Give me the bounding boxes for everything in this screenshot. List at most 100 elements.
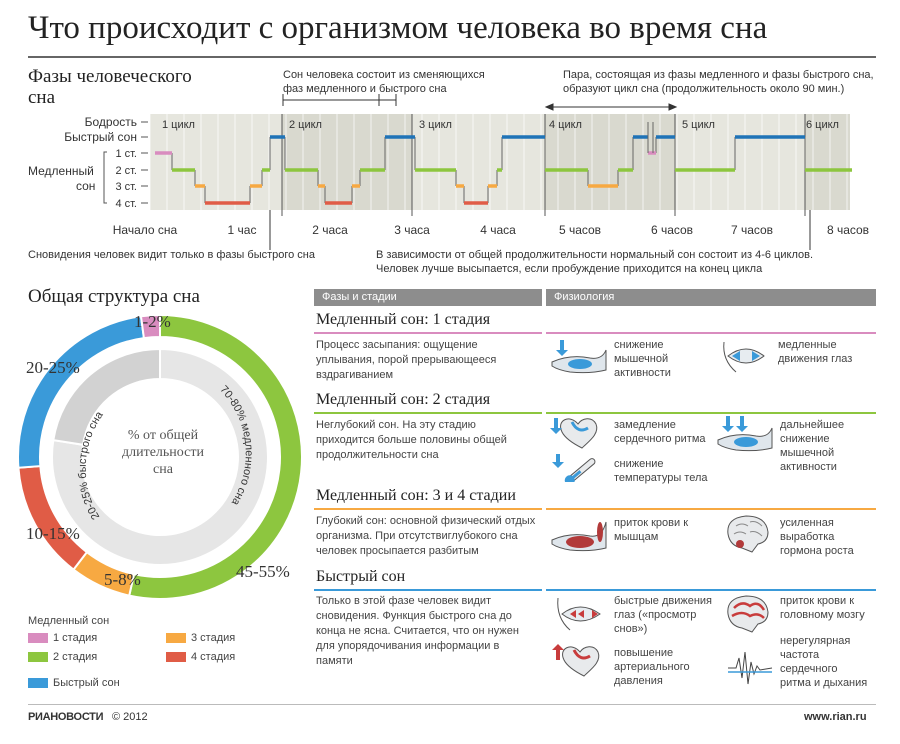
brain-blood-icon	[727, 595, 769, 633]
title-divider	[28, 56, 876, 58]
x-label: 5 часов	[559, 223, 601, 237]
thermometer-icon	[552, 454, 596, 482]
pct-label-stage1: 1-2%	[134, 312, 171, 331]
legend-swatch-stage2	[28, 652, 48, 662]
rem-effect3-line1: повышение	[614, 647, 674, 659]
stage34-line-right	[546, 508, 876, 510]
cycle-label: 2 цикл	[289, 119, 322, 131]
note-cycle-line2: образуют цикл сна (продолжительность око…	[563, 83, 845, 95]
stage1-effect2-text: медленные движения глаз	[778, 338, 852, 366]
hypnogram-title-line1: Фазы человеческого	[28, 66, 192, 87]
stage2-effect3-line2: температуры тела	[614, 472, 708, 484]
arm-blood-icon	[551, 521, 607, 552]
legend-swatch-rem	[28, 678, 48, 688]
center-label-line1: % от общей	[127, 428, 199, 443]
footer-url[interactable]: www.rian.ru	[804, 711, 867, 723]
table-header-phases: Фазы и стадии	[314, 289, 542, 306]
donut-center-label: % от общей длительности сна	[108, 427, 218, 478]
stage1-title: Медленный сон: 1 стадия	[316, 311, 491, 328]
x-label: 2 часа	[312, 223, 348, 237]
rem-effect4-line2: частота	[780, 649, 820, 661]
arm-muscle-icon	[551, 340, 607, 374]
pct-label-rem: 20-25%	[26, 358, 80, 377]
legend-label-stage2: 2 стадия	[53, 651, 98, 663]
stage34-description: Глубокий сон: основной физический отдых …	[316, 514, 535, 559]
stage2-line-left	[314, 412, 542, 414]
x-label: 8 часов	[827, 223, 869, 237]
table-header-physiology: Физиология	[546, 289, 876, 306]
donut-outer-ring	[17, 313, 303, 600]
hypnogram-chart: 1 цикл 2 цикл 3 цикл 4 цикл 5 цикл 6 цикл Бод…	[28, 94, 869, 250]
stage34-line-left	[314, 508, 542, 510]
stage2-effect2-text: дальнейшее снижение мышечной активности	[780, 418, 844, 474]
pct-label-stage4: 10-15%	[26, 524, 80, 543]
stage1-description: Процесс засыпания: ощущение уплывания, п…	[316, 338, 496, 383]
stage2-description: Неглубокий сон. На эту стадию приходится…	[316, 418, 507, 463]
donut-inner-ring	[51, 347, 269, 566]
note-dreams: Сновидения человек видит только в фазы б…	[28, 249, 316, 261]
stage1-line-left	[314, 332, 542, 334]
stage1-effect1-text: снижение мышечной активности	[614, 338, 671, 380]
hypnogram-line	[155, 122, 852, 205]
x-label: 3 часа	[394, 223, 430, 237]
rem-effect1-text: быстрые движения глаз («просмотр снов»)	[614, 594, 712, 636]
stage2-effect2-line4: активности	[780, 461, 837, 473]
pct-label-stage3: 5-8%	[104, 570, 141, 589]
rem-effect4-line1: нерегулярная	[780, 635, 851, 647]
bracket-cycle-arrow-left	[544, 103, 554, 111]
rem-effect4-text: нерегулярная частота сердечного ритма и …	[780, 634, 867, 690]
stage2-effect3-line1: снижение	[614, 458, 664, 470]
legend-label-stage4: 4 стадия	[191, 651, 236, 663]
legend-swatch-stage4	[166, 652, 186, 662]
rem-title: Быстрый сон	[316, 568, 406, 585]
rem-effect1-line2: глаз («просмотр	[614, 609, 697, 621]
rem-desc-line4: для упорядочивания информации в	[316, 640, 500, 652]
stage2-desc-line3: продолжительности сна	[316, 449, 439, 461]
stage2-title: Медленный сон: 2 стадия	[316, 391, 491, 408]
x-label: 4 часа	[480, 223, 516, 237]
brain-gland-icon	[727, 515, 769, 553]
heart-icon	[550, 418, 598, 449]
stage34-effect1-line2: мышцам	[614, 531, 659, 543]
y-label: Быстрый сон	[64, 130, 137, 144]
hypnogram-grid	[149, 114, 848, 216]
cycle-label: 5 цикл	[682, 119, 715, 131]
x-label: 7 часов	[731, 223, 773, 237]
rem-desc-line5: памяти	[316, 655, 353, 667]
note-cycles-line1: В зависимости от общей продолжительности…	[376, 249, 813, 261]
stage34-effect2-line2: выработка	[780, 531, 835, 543]
center-label-line2: длительности	[122, 445, 204, 460]
stage2-effect1-line2: сердечного ритма	[614, 433, 706, 445]
annotation-brackets	[269, 94, 811, 250]
stage1-desc-line2: уплывания, порой прерывающееся	[316, 354, 497, 366]
donut-slice	[139, 313, 161, 340]
stage1-desc-line1: Процесс засыпания: ощущение	[316, 339, 478, 351]
heart-pressure-icon	[552, 644, 600, 677]
inner-ring-slow	[51, 347, 269, 566]
slow-sleep-label-1: Медленный	[28, 164, 94, 178]
y-label: 3 ст.	[115, 181, 137, 193]
stage2-desc-line1: Неглубокий сон. На эту стадию	[316, 419, 476, 431]
x-label: 1 час	[228, 223, 257, 237]
stage2-effect3-text: снижение температуры тела	[614, 457, 707, 485]
stage34-desc-line1: Глубокий сон: основной физический отдых	[316, 515, 536, 527]
pct-label-stage2: 45-55%	[236, 562, 290, 581]
structure-donut-chart: 70-80% медленного сна 20-25% быстрого сн…	[17, 313, 303, 600]
y-label: Бодрость	[85, 115, 137, 129]
y-label: 2 ст.	[115, 165, 137, 177]
footer-copyright: © 2012	[112, 711, 148, 723]
slow-sleep-label-2: сон	[76, 179, 95, 193]
stage1-effect1-line2: мышечной	[614, 353, 669, 365]
note-cycle-definition: Пара, состоящая из фазы медленного и фаз…	[563, 68, 874, 96]
eye-movement-icon	[723, 341, 765, 373]
cycle-band	[675, 114, 805, 210]
footer-brand-logo: РИАНОВОСТИ	[28, 711, 104, 723]
slow-sleep-brace	[103, 151, 107, 204]
legend-label-rem: Быстрый сон	[53, 677, 120, 689]
note-cycle-line1: Пара, состоящая из фазы медленного и фаз…	[563, 69, 874, 81]
stage1-desc-line3: вздрагиванием	[316, 369, 394, 381]
stage34-desc-line3: человек просыпается разбитым	[316, 545, 479, 557]
stage2-effect2-line3: мышечной	[780, 447, 835, 459]
hypnogram-x-labels: Начало сна 1 час 2 часа 3 часа 4 часа 5 часов…	[113, 223, 869, 237]
